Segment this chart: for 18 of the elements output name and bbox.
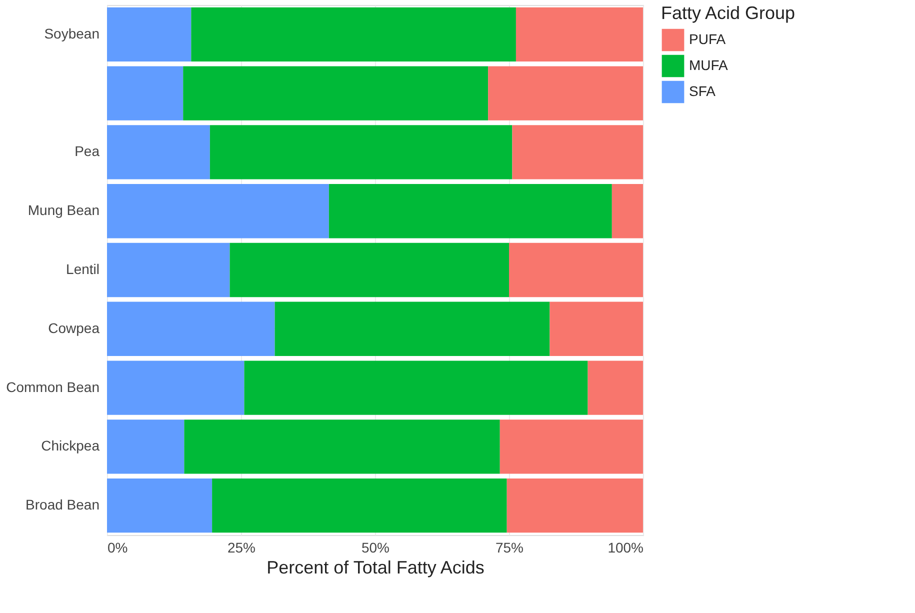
legend-label: PUFA	[689, 31, 726, 47]
y-tick-label: Soybean	[44, 25, 100, 42]
x-tick-label: 0%	[108, 540, 128, 556]
x-axis-title: Percent of Total Fatty Acids	[266, 558, 484, 578]
y-tick-label: Common Bean	[6, 378, 100, 395]
y-tick-label: Mung Bean	[28, 202, 100, 218]
legend-label: MUFA	[689, 57, 729, 73]
y-tick-label: Chickpea	[41, 438, 100, 454]
y-tick-label: Broad Bean	[26, 496, 100, 513]
y-tick-label: Cowpea	[48, 320, 100, 336]
y-tick-label: Pea	[74, 143, 100, 160]
legend-label: SFA	[689, 83, 716, 99]
x-tick-label: 100%	[608, 540, 644, 556]
x-tick-label: 50%	[361, 540, 390, 556]
y-tick-label: Lentil	[66, 261, 100, 277]
x-tick-label: 25%	[227, 540, 256, 556]
legend-title: Fatty Acid Group	[661, 3, 796, 23]
x-tick-label: 75%	[495, 540, 524, 556]
